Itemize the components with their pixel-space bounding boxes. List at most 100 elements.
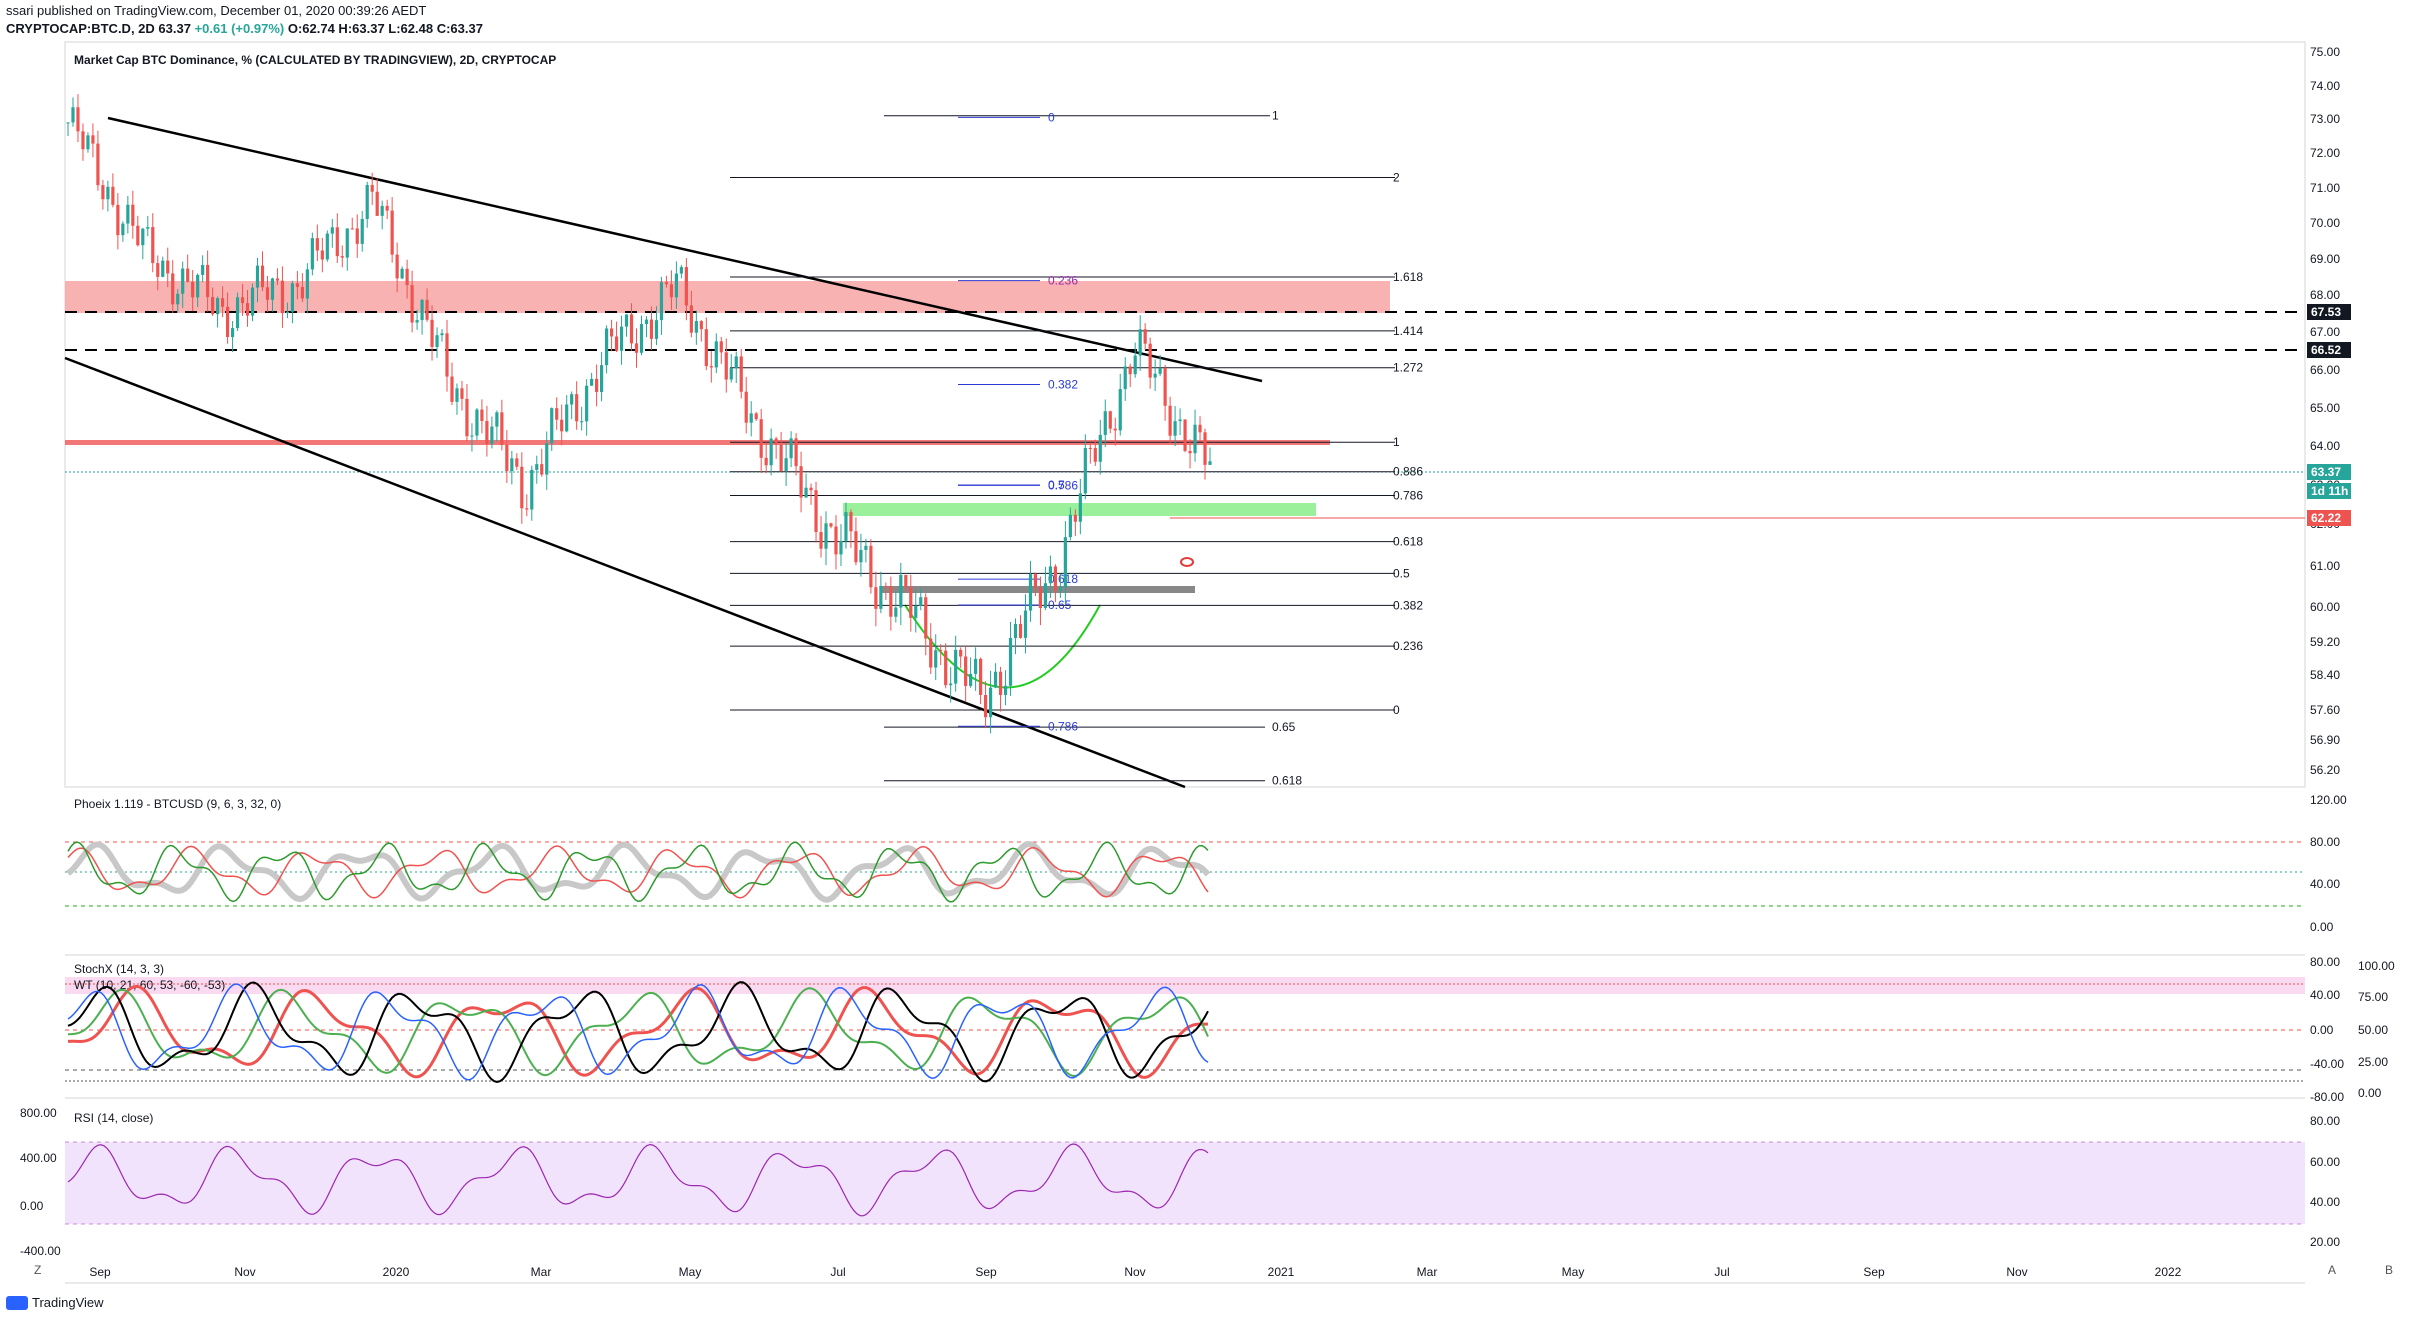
- candle: [1083, 447, 1087, 494]
- auto-scale-button[interactable]: A: [2328, 1263, 2336, 1277]
- candle: [575, 394, 579, 422]
- candle: [819, 532, 823, 549]
- stoch-red-line: [67, 984, 1208, 1079]
- candle: [275, 278, 280, 281]
- candle: [1143, 329, 1147, 344]
- price-tick-label: 66.00: [2310, 363, 2340, 377]
- tradingview-brand: TradingView: [6, 1295, 104, 1310]
- candle: [265, 287, 270, 300]
- rsi-tick-right: 20.00: [2310, 1235, 2340, 1249]
- candle: [809, 487, 813, 491]
- candle: [360, 218, 364, 244]
- candle: [624, 314, 629, 327]
- time-tick-label: Mar: [531, 1265, 552, 1279]
- candle: [964, 656, 968, 686]
- fib-level-label: 1.414: [1393, 324, 1423, 338]
- candle: [285, 311, 290, 314]
- candle: [834, 526, 838, 555]
- price-tick-label: 56.90: [2310, 733, 2340, 747]
- price-tick-label: 71.00: [2310, 181, 2340, 195]
- candle: [869, 545, 873, 588]
- candle: [769, 438, 773, 466]
- candle: [929, 638, 933, 668]
- candle: [201, 264, 205, 275]
- candle: [525, 508, 529, 510]
- base-scale-button[interactable]: B: [2385, 1263, 2393, 1277]
- candle: [669, 284, 674, 298]
- candle: [220, 298, 225, 307]
- candle: [1098, 434, 1102, 462]
- fib-level-label: 0.236: [1393, 639, 1423, 653]
- candle: [400, 268, 404, 279]
- candle: [1168, 405, 1172, 436]
- stoch-tick-left: 0.00: [2310, 1023, 2334, 1037]
- candle: [480, 409, 484, 421]
- fib-inner-label: 0.65: [1048, 598, 1072, 612]
- stoch-tick-right: 0.00: [2358, 1086, 2382, 1100]
- candle: [714, 341, 718, 368]
- candle: [490, 426, 494, 444]
- brand-label: TradingView: [32, 1295, 104, 1310]
- candle: [939, 650, 943, 652]
- fib-level-label: 1.272: [1393, 361, 1423, 375]
- candle: [196, 274, 200, 298]
- candle: [1123, 366, 1127, 390]
- candle: [450, 376, 454, 402]
- phoeix-band: [66, 841, 1211, 903]
- upper-trendline: [107, 116, 1263, 383]
- candle: [540, 464, 544, 475]
- tradingview-logo-icon: [6, 1295, 28, 1310]
- candle: [520, 466, 524, 509]
- candle: [1073, 514, 1077, 522]
- price-tick-label: 75.00: [2310, 45, 2340, 59]
- price-tag: [2307, 464, 2351, 480]
- rsi-tick-left: 0.00: [20, 1199, 44, 1213]
- candle: [599, 365, 604, 392]
- candle: [290, 283, 295, 312]
- marker-circle: [1180, 557, 1194, 567]
- candle: [829, 523, 833, 527]
- candle: [116, 204, 120, 236]
- stochx-pane-title: StochX (14, 3, 3): [74, 962, 164, 976]
- candle: [1118, 389, 1122, 431]
- candle: [146, 227, 150, 229]
- candle: [510, 458, 514, 472]
- candle: [470, 435, 474, 437]
- candle: [864, 545, 868, 550]
- zoom-button[interactable]: Z: [34, 1263, 41, 1277]
- candle: [944, 650, 948, 686]
- fib-inner-label: 0: [1048, 110, 1055, 124]
- candle: [1088, 447, 1092, 449]
- candle: [186, 268, 190, 282]
- candle: [1178, 419, 1182, 422]
- phoeix-oscillator: [66, 841, 1211, 903]
- candle: [1103, 411, 1107, 435]
- candle: [794, 438, 798, 467]
- candle: [1183, 419, 1187, 451]
- stoch-tick-left: -80.00: [2310, 1090, 2344, 1104]
- candle: [161, 260, 165, 277]
- candle: [270, 278, 275, 300]
- candle: [181, 268, 185, 294]
- candle: [395, 254, 399, 279]
- candle: [839, 540, 843, 555]
- candle: [485, 420, 489, 444]
- candle: [545, 443, 549, 475]
- rsi-tick-right: 60.00: [2310, 1155, 2340, 1169]
- candle: [998, 671, 1003, 695]
- candle: [465, 398, 469, 437]
- price-tag: [2307, 304, 2351, 320]
- candle: [370, 184, 374, 192]
- candle: [774, 438, 778, 445]
- candle: [694, 321, 698, 333]
- rsi-band: [65, 1142, 2305, 1224]
- candlestick-series: [66, 94, 1212, 734]
- candle: [1158, 367, 1162, 374]
- rsi-tick-left: 800.00: [20, 1106, 57, 1120]
- time-axis: Sep Nov 2020 Mar May Jul Sep Nov 2021 Mar May Jul Se…: [89, 1265, 2181, 1279]
- candle: [245, 303, 250, 316]
- candle: [280, 280, 285, 314]
- candle: [235, 297, 240, 329]
- candle: [1148, 343, 1152, 378]
